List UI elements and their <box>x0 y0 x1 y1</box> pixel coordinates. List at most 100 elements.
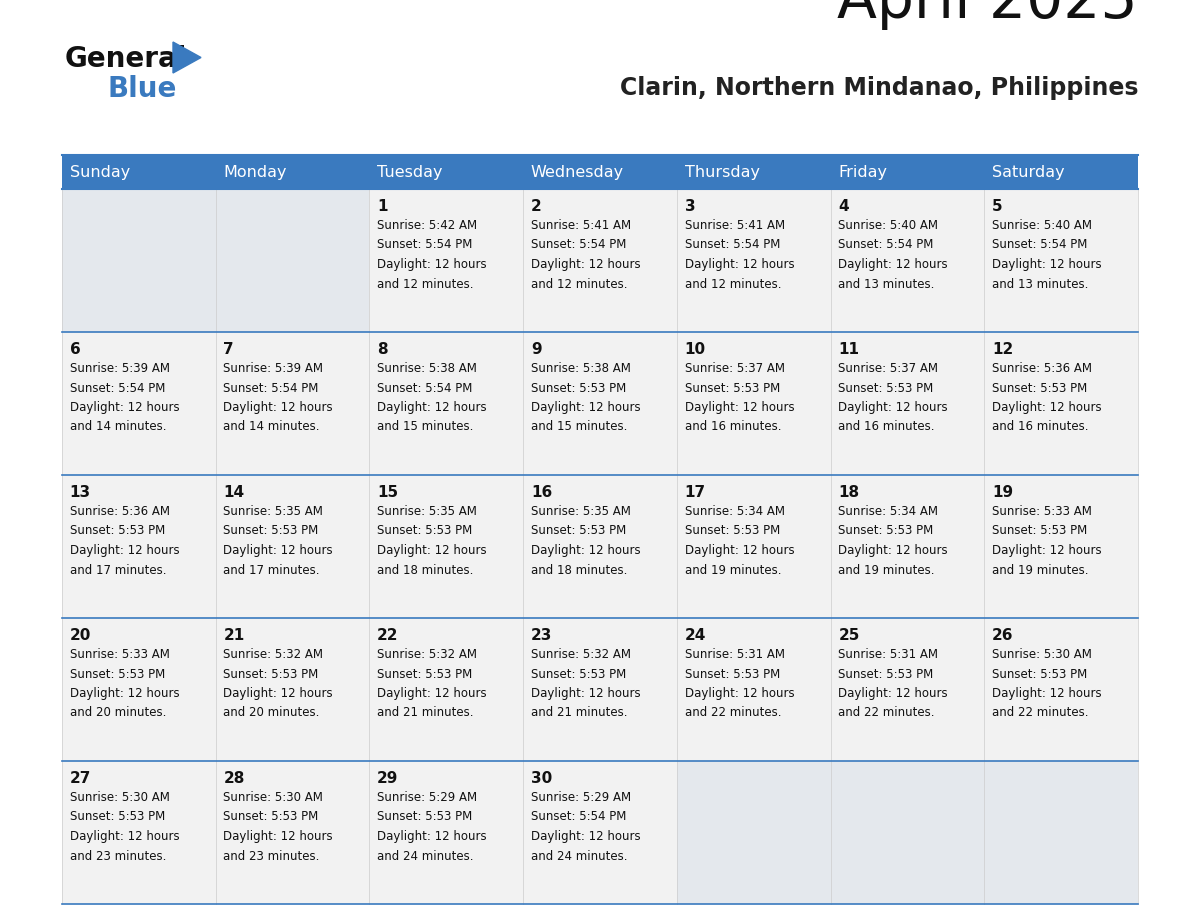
Text: Sunrise: 5:40 AM: Sunrise: 5:40 AM <box>839 219 939 232</box>
Text: Sunset: 5:54 PM: Sunset: 5:54 PM <box>531 239 626 252</box>
Text: Daylight: 12 hours: Daylight: 12 hours <box>377 401 487 414</box>
Text: and 19 minutes.: and 19 minutes. <box>992 564 1088 577</box>
Text: Sunset: 5:54 PM: Sunset: 5:54 PM <box>531 811 626 823</box>
Text: Sunset: 5:53 PM: Sunset: 5:53 PM <box>70 524 165 538</box>
Text: Daylight: 12 hours: Daylight: 12 hours <box>684 687 794 700</box>
Text: Daylight: 12 hours: Daylight: 12 hours <box>70 830 179 843</box>
Text: Thursday: Thursday <box>684 164 759 180</box>
Bar <box>62 332 216 475</box>
Text: Sunrise: 5:38 AM: Sunrise: 5:38 AM <box>377 362 478 375</box>
Text: Daylight: 12 hours: Daylight: 12 hours <box>531 544 640 557</box>
Text: Clarin, Northern Mindanao, Philippines: Clarin, Northern Mindanao, Philippines <box>619 76 1138 100</box>
Text: April 2025: April 2025 <box>838 0 1138 30</box>
Text: Sunrise: 5:34 AM: Sunrise: 5:34 AM <box>684 505 784 518</box>
Text: Sunset: 5:53 PM: Sunset: 5:53 PM <box>531 382 626 395</box>
Text: 18: 18 <box>839 485 859 500</box>
Text: Daylight: 12 hours: Daylight: 12 hours <box>377 258 487 271</box>
Text: and 13 minutes.: and 13 minutes. <box>992 277 1088 290</box>
Text: and 22 minutes.: and 22 minutes. <box>839 707 935 720</box>
Text: 20: 20 <box>70 628 91 643</box>
Text: 23: 23 <box>531 628 552 643</box>
Text: Daylight: 12 hours: Daylight: 12 hours <box>223 544 333 557</box>
Bar <box>369 332 523 475</box>
Text: Sunrise: 5:36 AM: Sunrise: 5:36 AM <box>992 362 1092 375</box>
Bar <box>369 761 523 904</box>
Text: and 21 minutes.: and 21 minutes. <box>531 707 627 720</box>
Bar <box>216 761 369 904</box>
Text: and 16 minutes.: and 16 minutes. <box>684 420 781 433</box>
Bar <box>62 189 216 332</box>
Text: Daylight: 12 hours: Daylight: 12 hours <box>992 687 1101 700</box>
Text: Wednesday: Wednesday <box>531 164 624 180</box>
Text: 22: 22 <box>377 628 399 643</box>
Bar <box>830 189 985 332</box>
Text: Sunrise: 5:41 AM: Sunrise: 5:41 AM <box>684 219 784 232</box>
Text: Sunrise: 5:37 AM: Sunrise: 5:37 AM <box>684 362 784 375</box>
Text: Sunrise: 5:38 AM: Sunrise: 5:38 AM <box>531 362 631 375</box>
Bar <box>216 475 369 618</box>
Text: and 12 minutes.: and 12 minutes. <box>531 277 627 290</box>
Bar <box>369 475 523 618</box>
Bar <box>830 475 985 618</box>
Text: 2: 2 <box>531 199 542 214</box>
Bar <box>523 332 677 475</box>
Bar <box>523 155 677 189</box>
Text: and 17 minutes.: and 17 minutes. <box>223 564 320 577</box>
Bar <box>369 189 523 332</box>
Bar <box>985 332 1138 475</box>
Text: Daylight: 12 hours: Daylight: 12 hours <box>223 830 333 843</box>
Text: and 12 minutes.: and 12 minutes. <box>684 277 781 290</box>
Text: Sunset: 5:54 PM: Sunset: 5:54 PM <box>839 239 934 252</box>
Text: Sunrise: 5:36 AM: Sunrise: 5:36 AM <box>70 505 170 518</box>
Text: Sunset: 5:53 PM: Sunset: 5:53 PM <box>70 667 165 680</box>
Bar <box>62 618 216 761</box>
Text: Friday: Friday <box>839 164 887 180</box>
Text: and 24 minutes.: and 24 minutes. <box>377 849 474 863</box>
Text: 10: 10 <box>684 342 706 357</box>
Text: Sunrise: 5:33 AM: Sunrise: 5:33 AM <box>992 505 1092 518</box>
Text: Sunrise: 5:39 AM: Sunrise: 5:39 AM <box>223 362 323 375</box>
Text: Sunset: 5:54 PM: Sunset: 5:54 PM <box>377 382 473 395</box>
Text: 13: 13 <box>70 485 90 500</box>
Bar <box>523 761 677 904</box>
Text: Sunset: 5:53 PM: Sunset: 5:53 PM <box>839 382 934 395</box>
Text: Sunset: 5:54 PM: Sunset: 5:54 PM <box>223 382 318 395</box>
Text: Sunrise: 5:35 AM: Sunrise: 5:35 AM <box>377 505 478 518</box>
Text: Daylight: 12 hours: Daylight: 12 hours <box>70 401 179 414</box>
Text: and 16 minutes.: and 16 minutes. <box>992 420 1088 433</box>
Bar <box>830 155 985 189</box>
Bar <box>369 618 523 761</box>
Text: 27: 27 <box>70 771 91 786</box>
Text: and 13 minutes.: and 13 minutes. <box>839 277 935 290</box>
Text: and 23 minutes.: and 23 minutes. <box>223 849 320 863</box>
Text: and 23 minutes.: and 23 minutes. <box>70 849 166 863</box>
Text: 8: 8 <box>377 342 387 357</box>
Text: Sunset: 5:54 PM: Sunset: 5:54 PM <box>377 239 473 252</box>
Text: 30: 30 <box>531 771 552 786</box>
Text: and 14 minutes.: and 14 minutes. <box>70 420 166 433</box>
Bar <box>830 618 985 761</box>
Text: and 20 minutes.: and 20 minutes. <box>223 707 320 720</box>
Text: 7: 7 <box>223 342 234 357</box>
Text: Daylight: 12 hours: Daylight: 12 hours <box>70 687 179 700</box>
Text: Sunset: 5:53 PM: Sunset: 5:53 PM <box>684 667 779 680</box>
Text: Sunrise: 5:35 AM: Sunrise: 5:35 AM <box>531 505 631 518</box>
Text: Sunrise: 5:29 AM: Sunrise: 5:29 AM <box>377 791 478 804</box>
Bar <box>985 761 1138 904</box>
Text: 19: 19 <box>992 485 1013 500</box>
Text: and 17 minutes.: and 17 minutes. <box>70 564 166 577</box>
Bar <box>830 761 985 904</box>
Text: and 22 minutes.: and 22 minutes. <box>992 707 1088 720</box>
Text: Daylight: 12 hours: Daylight: 12 hours <box>839 258 948 271</box>
Bar <box>985 618 1138 761</box>
Text: Sunset: 5:53 PM: Sunset: 5:53 PM <box>684 382 779 395</box>
Text: and 22 minutes.: and 22 minutes. <box>684 707 781 720</box>
Text: 16: 16 <box>531 485 552 500</box>
Text: 26: 26 <box>992 628 1013 643</box>
Text: Sunrise: 5:40 AM: Sunrise: 5:40 AM <box>992 219 1092 232</box>
Text: Monday: Monday <box>223 164 286 180</box>
Text: Sunset: 5:53 PM: Sunset: 5:53 PM <box>992 382 1087 395</box>
Text: Tuesday: Tuesday <box>377 164 443 180</box>
Text: Sunset: 5:53 PM: Sunset: 5:53 PM <box>70 811 165 823</box>
Text: Daylight: 12 hours: Daylight: 12 hours <box>531 687 640 700</box>
